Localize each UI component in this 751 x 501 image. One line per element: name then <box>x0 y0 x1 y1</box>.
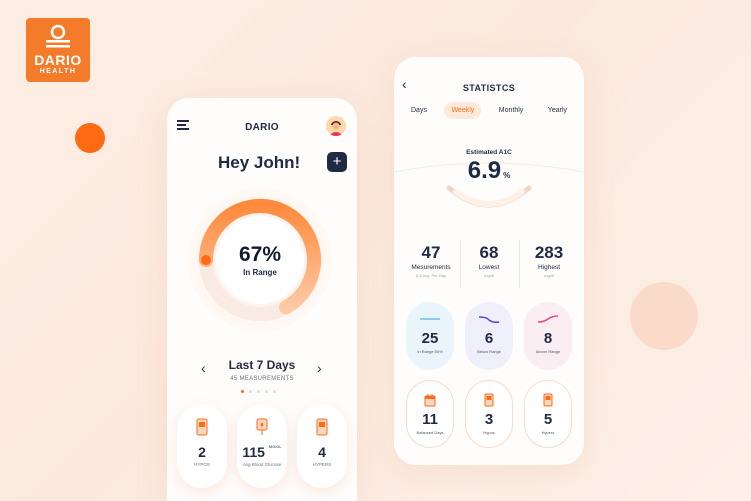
above-range-trend-icon <box>537 315 559 323</box>
balanced-days-label: Balanced Days <box>416 430 444 435</box>
lowest-value: 68 <box>479 243 499 262</box>
above-range-count: 8 <box>543 330 553 347</box>
highest-label: Highest <box>537 264 561 271</box>
a1c-arc-decoration <box>394 162 584 208</box>
in-range-count: 25 <box>421 330 439 347</box>
lowest-metric: 68 Lowest mg/dl <box>458 243 520 278</box>
greeting-heading: Hey John! <box>218 153 301 172</box>
lowest-note: mg/dl <box>484 273 494 278</box>
in-range-pill[interactable]: 25 In Range 50% <box>406 302 454 370</box>
below-range-count: 6 <box>484 330 494 347</box>
metric-divider <box>519 240 520 288</box>
a1c-unit: % <box>503 171 511 180</box>
decorative-orange-dot <box>75 123 105 153</box>
tab-monthly[interactable]: Monthly <box>498 107 524 114</box>
lowest-label: Lowest <box>478 264 500 271</box>
tab-yearly[interactable]: Yearly <box>547 107 567 114</box>
below-range-pill[interactable]: 6 Below Range <box>465 302 513 370</box>
measurements-value: 47 <box>421 243 441 262</box>
balanced-days-pill[interactable]: 11 Balanced Days <box>406 380 454 448</box>
hypers-count: 5 <box>543 411 553 428</box>
highest-note: mg/dl <box>544 273 554 278</box>
page-dot[interactable] <box>257 390 260 393</box>
avg-glucose-value: 115 MG/DL <box>237 444 287 460</box>
period-subtitle: 45 MEASUREMENTS <box>230 376 294 382</box>
hypos-label: HYPOS <box>194 462 210 467</box>
add-button[interactable]: + <box>327 152 347 172</box>
ring-center <box>216 216 304 304</box>
above-range-pill[interactable]: 8 Above Range <box>524 302 572 370</box>
avatar[interactable] <box>326 116 346 136</box>
page-dot[interactable] <box>249 390 252 393</box>
in-range-pill-label: In Range 50% <box>417 349 443 354</box>
above-range-pill-label: Above Range <box>535 349 561 354</box>
highest-value: 283 <box>534 243 564 262</box>
hypers-label: HYPERS <box>312 462 332 467</box>
tab-weekly[interactable]: Weekly <box>444 102 482 119</box>
blood-drop-icon <box>256 418 268 435</box>
logo-wordmark: DARIO <box>34 52 82 68</box>
estimated-a1c-gauge: Estimated A1C 6.9% <box>394 144 584 214</box>
page-dot[interactable] <box>241 390 244 393</box>
ring-progress-arc <box>199 199 321 315</box>
measurements-metric: 47 Mesurements 6.4 Avg. Per Day <box>400 243 462 278</box>
logo-glyph-icon <box>46 24 70 48</box>
app-title: DARIO <box>245 122 279 133</box>
hypos-pill[interactable]: 3 Hypos <box>465 380 513 448</box>
measurements-label: Mesurements <box>411 264 451 271</box>
logo-tagline: HEALTH <box>39 68 77 75</box>
dashboard-screen: DARIO Hey John! + <box>167 98 357 501</box>
page-dot[interactable] <box>265 390 268 393</box>
statistics-title: STATISTCS <box>462 83 516 93</box>
back-arrow-icon[interactable]: ‹ <box>402 76 407 92</box>
meter-icon <box>196 418 208 436</box>
page-indicator <box>241 390 276 393</box>
ring-start-dot <box>201 255 211 265</box>
meter-icon <box>316 418 328 436</box>
balanced-days-count: 11 <box>422 411 438 428</box>
in-range-ring-chart <box>188 188 332 332</box>
hypos-card[interactable]: 2 HYPOS <box>177 404 227 488</box>
next-period-button[interactable]: › <box>317 360 322 376</box>
period-selector: Last 7 Days 45 MEASUREMENTS <box>167 358 357 382</box>
hypers-pill[interactable]: 5 Hypers <box>524 380 572 448</box>
metric-divider <box>460 240 461 288</box>
a1c-label: Estimated A1C <box>466 149 512 156</box>
decorative-peach-dot <box>630 282 698 350</box>
a1c-number: 6.9 <box>467 157 502 184</box>
dario-health-logo: DARIO HEALTH <box>26 18 90 82</box>
hypos-pill-label: Hypos <box>483 430 495 435</box>
period-title: Last 7 Days <box>228 358 296 372</box>
below-range-trend-icon <box>478 316 500 323</box>
hypers-card[interactable]: 4 HYPERS <box>297 404 347 488</box>
hypers-pill-label: Hypers <box>541 430 555 435</box>
meter-icon <box>484 393 494 407</box>
avg-glucose-unit: MG/DL <box>268 444 282 449</box>
in-range-label: In Range <box>243 268 277 277</box>
previous-period-button[interactable]: ‹ <box>201 360 206 376</box>
highest-metric: 283 Highest mg/dl <box>518 243 580 278</box>
avg-glucose-number: 115 <box>242 444 265 460</box>
avg-glucose-card[interactable]: 115 MG/DL Avg Blood Glucose <box>237 404 287 488</box>
user-avatar-icon <box>326 116 346 136</box>
in-range-percent: 67% <box>238 243 282 266</box>
in-range-ring: 67% In Range <box>185 185 335 335</box>
tab-days[interactable]: Days <box>411 107 427 114</box>
period-tabs: Days Weekly Monthly Yearly <box>404 102 574 119</box>
statistics-screen: ‹ STATISTCS Days Weekly Monthly Yearly E… <box>394 57 584 465</box>
measurements-note: 6.4 Avg. Per Day <box>416 273 446 278</box>
in-range-trend-icon <box>420 318 440 320</box>
page-dot[interactable] <box>273 390 276 393</box>
calendar-icon <box>424 394 436 407</box>
hypos-count: 3 <box>484 411 494 428</box>
meter-icon <box>543 393 553 407</box>
hypers-value: 4 <box>318 444 326 460</box>
hypos-value: 2 <box>198 444 206 460</box>
below-range-pill-label: Below Range <box>477 349 501 354</box>
hamburger-menu-icon[interactable] <box>177 120 189 130</box>
a1c-value: 6.9% <box>394 157 584 185</box>
avg-glucose-label: Avg Blood Glucose <box>242 462 282 467</box>
